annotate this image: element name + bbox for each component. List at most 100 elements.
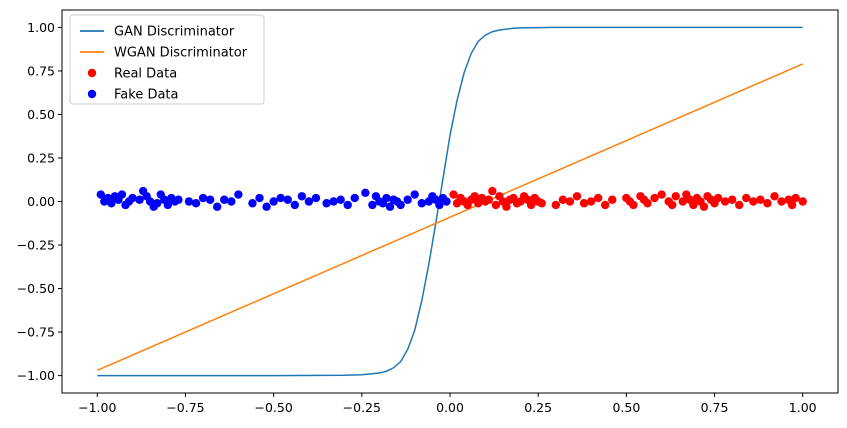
data-point bbox=[657, 190, 666, 199]
data-point bbox=[770, 192, 779, 201]
data-point bbox=[727, 195, 737, 204]
data-point bbox=[720, 197, 730, 206]
legend-marker-swatch bbox=[87, 68, 97, 78]
data-point bbox=[579, 199, 589, 208]
data-point bbox=[107, 199, 116, 208]
data-point bbox=[227, 197, 236, 206]
data-point bbox=[572, 192, 582, 201]
data-point bbox=[403, 195, 412, 204]
data-point bbox=[96, 190, 106, 199]
series-points-fake-data bbox=[96, 186, 451, 211]
y-tick-label: 0.00 bbox=[27, 194, 55, 209]
x-tick-label: −0.75 bbox=[166, 400, 204, 415]
legend-item: GAN Discriminator bbox=[80, 25, 235, 40]
data-point bbox=[526, 200, 536, 210]
y-tick-label: 0.25 bbox=[27, 150, 55, 165]
legend-marker-swatch bbox=[87, 89, 97, 99]
data-point bbox=[787, 200, 797, 210]
series-points-real-data bbox=[449, 186, 807, 211]
data-point bbox=[629, 200, 638, 210]
data-point bbox=[184, 197, 194, 206]
data-point bbox=[396, 200, 405, 210]
legend: GAN Discriminator WGAN Discriminator Real … bbox=[69, 14, 265, 105]
data-point bbox=[551, 200, 561, 210]
legend-item: WGAN Discriminator bbox=[80, 46, 248, 61]
data-point bbox=[128, 193, 137, 203]
data-point bbox=[311, 193, 321, 203]
data-point bbox=[198, 193, 208, 203]
data-point bbox=[262, 202, 271, 211]
y-tick-label: −0.75 bbox=[17, 325, 55, 340]
data-point bbox=[749, 197, 758, 206]
data-point bbox=[361, 188, 370, 197]
data-point bbox=[668, 200, 677, 210]
legend-label: GAN Discriminator bbox=[114, 25, 235, 40]
x-tick-label: −0.50 bbox=[254, 400, 292, 415]
data-point bbox=[135, 195, 144, 204]
data-point bbox=[650, 193, 659, 203]
data-point bbox=[586, 197, 596, 206]
data-point bbox=[382, 193, 391, 203]
x-tick-label: 0.75 bbox=[701, 400, 729, 415]
series-line-gan-discriminator bbox=[97, 26, 803, 377]
data-point bbox=[213, 202, 222, 211]
data-point bbox=[410, 190, 419, 199]
data-point bbox=[385, 202, 395, 211]
legend-label: Fake Data bbox=[114, 88, 179, 103]
data-point bbox=[565, 197, 575, 206]
x-tick-label: 0.00 bbox=[436, 400, 464, 415]
data-point bbox=[742, 193, 751, 203]
data-point bbox=[117, 190, 127, 199]
x-tick-label: 1.00 bbox=[789, 400, 817, 415]
x-tick-label: −0.25 bbox=[343, 400, 381, 415]
data-point bbox=[435, 200, 444, 210]
data-point bbox=[283, 195, 292, 204]
y-tick-label: 0.50 bbox=[27, 107, 55, 122]
data-point bbox=[671, 192, 680, 201]
axis-ticks: −1.00 −0.75 −0.50 −0.25 0.00 0.25 0.50 0.75 1.00… bbox=[17, 20, 817, 415]
series-line-wgan-discriminator bbox=[96, 63, 804, 372]
x-tick-label: −1.00 bbox=[78, 400, 116, 415]
data-point bbox=[322, 199, 331, 208]
data-point bbox=[791, 193, 800, 203]
data-point bbox=[537, 199, 546, 208]
y-tick-label: 0.75 bbox=[27, 63, 55, 78]
data-point bbox=[343, 200, 352, 210]
data-point bbox=[798, 197, 807, 206]
data-point bbox=[191, 199, 201, 208]
data-point bbox=[297, 192, 307, 201]
data-point bbox=[255, 193, 264, 203]
legend-label: Real Data bbox=[114, 67, 177, 82]
x-tick-label: 0.25 bbox=[524, 400, 552, 415]
data-point bbox=[163, 200, 173, 210]
data-point bbox=[350, 193, 359, 203]
data-point bbox=[502, 202, 511, 211]
data-point bbox=[368, 200, 377, 210]
data-point bbox=[484, 195, 493, 204]
data-point bbox=[336, 195, 345, 204]
data-point bbox=[276, 193, 285, 203]
data-point bbox=[777, 197, 786, 206]
data-point bbox=[417, 199, 426, 208]
y-tick-label: −0.25 bbox=[17, 238, 55, 253]
data-point bbox=[491, 200, 501, 210]
data-point bbox=[678, 197, 687, 206]
data-point bbox=[601, 200, 610, 210]
data-point bbox=[488, 186, 497, 196]
data-point bbox=[689, 200, 698, 210]
data-point bbox=[248, 199, 257, 208]
data-point bbox=[756, 195, 765, 204]
data-point bbox=[153, 199, 162, 208]
x-tick-label: 0.50 bbox=[612, 400, 640, 415]
data-point bbox=[763, 199, 772, 208]
data-point bbox=[608, 195, 617, 204]
legend-item: Real Data bbox=[87, 67, 177, 82]
data-point bbox=[735, 200, 744, 210]
data-point bbox=[442, 197, 451, 206]
y-tick-label: −1.00 bbox=[17, 368, 55, 383]
legend-box bbox=[69, 14, 265, 105]
data-point bbox=[304, 197, 314, 206]
data-point bbox=[643, 199, 652, 208]
data-point bbox=[329, 197, 338, 206]
